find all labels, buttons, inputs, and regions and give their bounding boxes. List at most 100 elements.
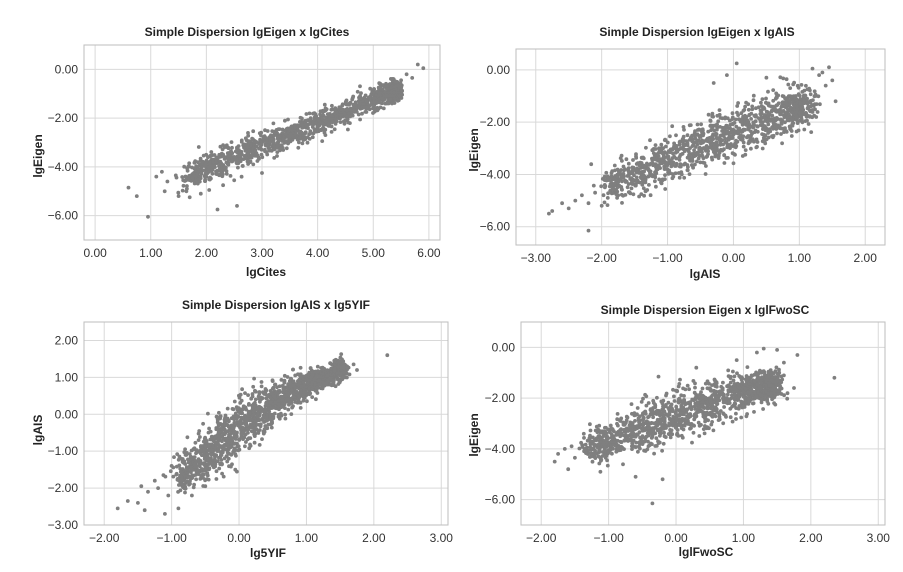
data-point: [364, 99, 369, 103]
data-point: [682, 423, 687, 428]
data-point: [281, 390, 285, 395]
data-point: [275, 154, 279, 158]
data-point: [677, 142, 682, 147]
data-point: [676, 171, 681, 175]
data-point: [315, 364, 320, 369]
data-point: [329, 114, 334, 118]
data-point: [758, 119, 763, 124]
data-point: [643, 180, 648, 185]
data-point: [672, 154, 677, 159]
data-point: [611, 191, 615, 195]
data-point: [204, 174, 209, 179]
data-point: [651, 161, 655, 166]
data-point: [651, 415, 655, 420]
y-tick-label: −2.00: [485, 391, 516, 405]
data-point: [598, 469, 603, 474]
data-point: [762, 124, 767, 128]
data-point: [169, 464, 174, 468]
data-point: [232, 399, 237, 404]
data-point: [636, 416, 641, 421]
data-point: [163, 474, 168, 479]
data-point: [337, 360, 341, 364]
y-tick-label: −4.00: [48, 160, 79, 174]
data-point: [243, 146, 248, 150]
data-point: [641, 186, 646, 191]
data-point: [646, 401, 651, 405]
data-point: [622, 428, 626, 432]
data-point: [259, 384, 264, 389]
data-point: [260, 155, 265, 160]
data-point: [762, 116, 767, 120]
data-point: [625, 174, 630, 178]
data-point: [650, 173, 654, 177]
data-point: [726, 126, 731, 130]
data-point: [200, 453, 204, 458]
x-tick-label: 5.00: [362, 246, 386, 260]
data-point: [715, 143, 720, 147]
data-point: [410, 76, 415, 80]
data-point: [183, 490, 187, 495]
data-point: [580, 193, 584, 198]
data-point: [224, 419, 229, 423]
x-tick-label: 1.00: [139, 246, 163, 260]
data-point: [217, 430, 222, 435]
data-point: [724, 156, 729, 160]
data-point: [333, 106, 338, 110]
y-tick-label: −4.00: [485, 442, 516, 456]
data-point: [713, 132, 718, 136]
y-tick-label: 0.00: [492, 340, 516, 354]
x-axis-label: lgAIS: [690, 267, 721, 281]
data-point: [134, 194, 139, 199]
data-point: [243, 142, 248, 147]
data-point: [253, 153, 257, 158]
data-point: [643, 165, 647, 170]
data-point: [589, 446, 594, 451]
data-point: [220, 471, 225, 476]
data-point: [720, 116, 725, 121]
data-point: [346, 120, 351, 125]
data-point: [620, 201, 624, 205]
data-point: [381, 83, 385, 87]
x-tick-label: 2.00: [195, 246, 219, 260]
data-point: [642, 448, 646, 453]
data-point: [348, 108, 353, 112]
data-point: [257, 131, 262, 136]
data-point: [276, 412, 281, 417]
data-point: [257, 146, 261, 151]
data-point: [716, 119, 721, 124]
y-tick-label: −4.00: [480, 167, 511, 181]
data-point: [741, 144, 746, 149]
gridlines: [84, 322, 448, 526]
data-point: [700, 150, 704, 155]
data-point: [273, 382, 277, 387]
data-point: [657, 177, 662, 182]
data-point: [269, 406, 274, 410]
data-point: [310, 395, 315, 399]
data-point: [275, 150, 280, 155]
data-point: [212, 153, 217, 157]
data-point: [246, 152, 251, 157]
y-tick-label: 0.00: [55, 62, 79, 76]
data-point: [775, 103, 780, 107]
data-point: [637, 161, 642, 165]
data-point: [806, 122, 811, 126]
data-point: [185, 467, 190, 472]
data-point: [755, 140, 760, 144]
data-point: [247, 402, 251, 406]
data-point: [678, 162, 683, 167]
data-point: [601, 434, 606, 438]
data-point: [771, 133, 776, 138]
data-point: [617, 184, 621, 189]
data-point: [339, 113, 344, 117]
data-point: [674, 404, 679, 409]
data-point: [759, 104, 764, 108]
data-point: [663, 435, 668, 439]
data-point: [695, 159, 699, 164]
data-point: [727, 134, 732, 139]
data-point: [229, 140, 234, 145]
data-point: [239, 415, 244, 420]
x-tick-label: 0.00: [83, 246, 107, 260]
data-point: [252, 440, 257, 445]
data-point: [788, 115, 793, 119]
data-point: [345, 117, 350, 122]
